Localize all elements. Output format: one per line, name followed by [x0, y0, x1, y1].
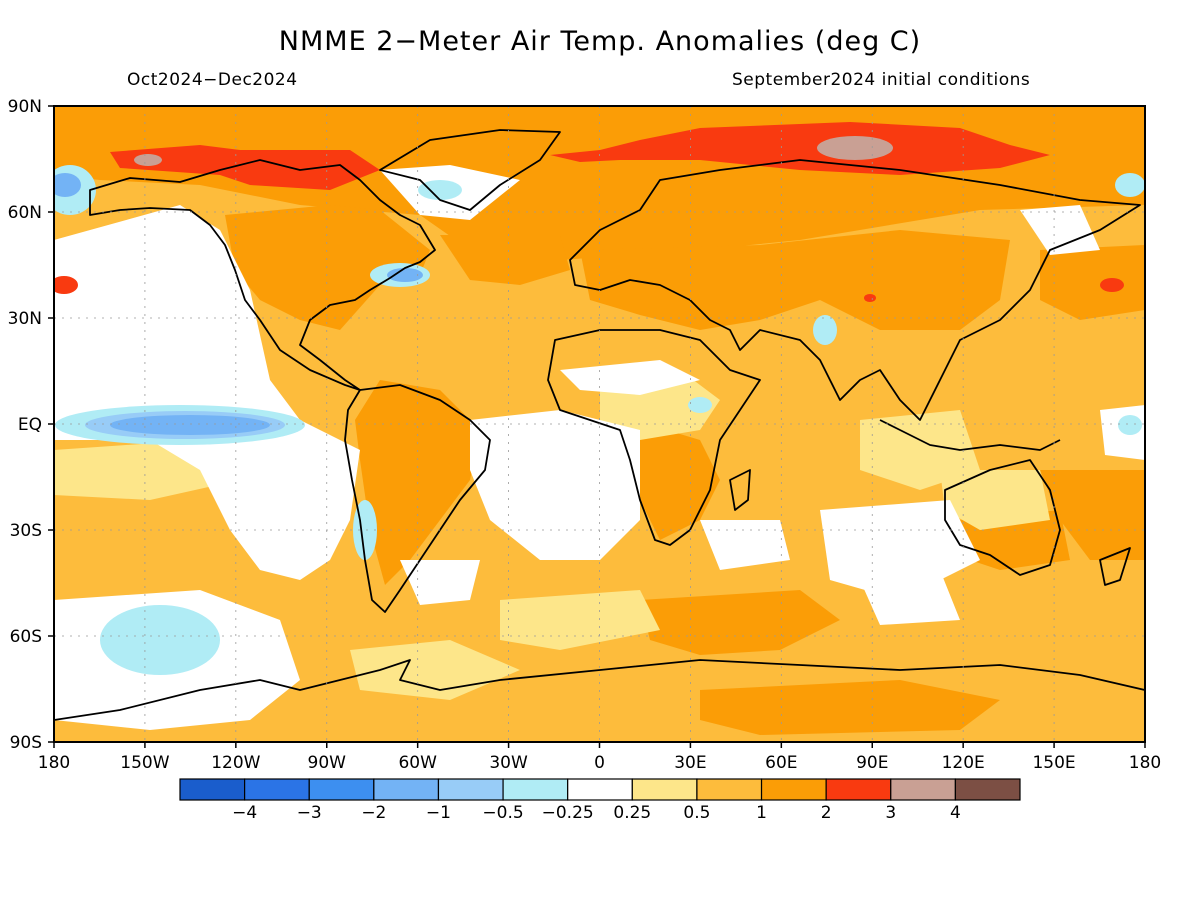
lon-label: 180: [1129, 753, 1161, 773]
colorbar-label: −3: [297, 803, 322, 823]
colorbar-swatch: [760, 778, 827, 801]
lon-label: 60E: [765, 753, 797, 773]
colorbar-swatch: [696, 778, 763, 801]
lon-label: 120W: [211, 753, 260, 773]
colorbar-swatch: [179, 778, 246, 801]
latitude-labels: 90N 60N 30N EQ 30S 60S 90S: [8, 97, 42, 753]
lat-label: 60S: [10, 627, 42, 647]
colorbar-swatch: [502, 778, 569, 801]
colorbar-label: 4: [950, 803, 961, 823]
lon-label: 180: [38, 753, 70, 773]
colorbar-swatch: [373, 778, 440, 801]
lat-label: 90N: [8, 97, 42, 117]
colorbar-swatch: [244, 778, 310, 801]
colorbar-label: −2: [361, 803, 386, 823]
longitude-labels: 180 150W 120W 90W 60W 30W 0 30E 60E 90E 120E 150E 18…: [38, 753, 1161, 773]
colorbar-swatch: [567, 778, 633, 801]
colorbar: [179, 778, 1021, 801]
lat-label: 60N: [8, 203, 42, 223]
colorbar-swatch: [825, 778, 892, 801]
lon-label: 90E: [856, 753, 888, 773]
colorbar-label: −1: [426, 803, 451, 823]
lon-label: 120E: [942, 753, 985, 773]
colorbar-label: 1: [756, 803, 767, 823]
lat-label: 30S: [10, 521, 42, 541]
anomaly-field: [54, 106, 1145, 742]
colorbar-swatch: [954, 778, 1021, 801]
colorbar-label: −0.25: [542, 803, 594, 823]
lon-label: 0: [594, 753, 605, 773]
colorbar-label: −4: [232, 803, 257, 823]
lon-label: 30E: [674, 753, 706, 773]
lon-label: 150W: [120, 753, 169, 773]
colorbar-swatch: [890, 778, 956, 801]
axis-ticks: [48, 105, 1146, 748]
colorbar-swatch: [308, 778, 375, 801]
lat-label: 90S: [10, 733, 42, 753]
coastlines: [54, 129, 1145, 721]
initial-conditions: September2024 initial conditions: [732, 70, 1031, 90]
colorbar-label: 2: [821, 803, 832, 823]
map-title: NMME 2−Meter Air Temp. Anomalies (deg C): [278, 26, 922, 57]
lat-label: EQ: [18, 415, 42, 435]
colorbar-label: 0.25: [613, 803, 651, 823]
lon-label: 90W: [308, 753, 347, 773]
forecast-period: Oct2024−Dec2024: [127, 70, 298, 90]
colorbar-label: 3: [885, 803, 896, 823]
colorbar-swatch: [631, 778, 698, 801]
lat-label: 30N: [8, 309, 42, 329]
colorbar-labels: −4 −3 −2 −1 −0.5 −0.25 0.25 0.5 1 2 3 4: [232, 803, 961, 823]
colorbar-label: −0.5: [482, 803, 523, 823]
lon-label: 60W: [398, 753, 437, 773]
colorbar-label: 0.5: [683, 803, 710, 823]
lon-label: 30W: [489, 753, 528, 773]
graticule: [54, 106, 1145, 742]
lon-label: 150E: [1032, 753, 1075, 773]
colorbar-swatch: [437, 778, 504, 801]
